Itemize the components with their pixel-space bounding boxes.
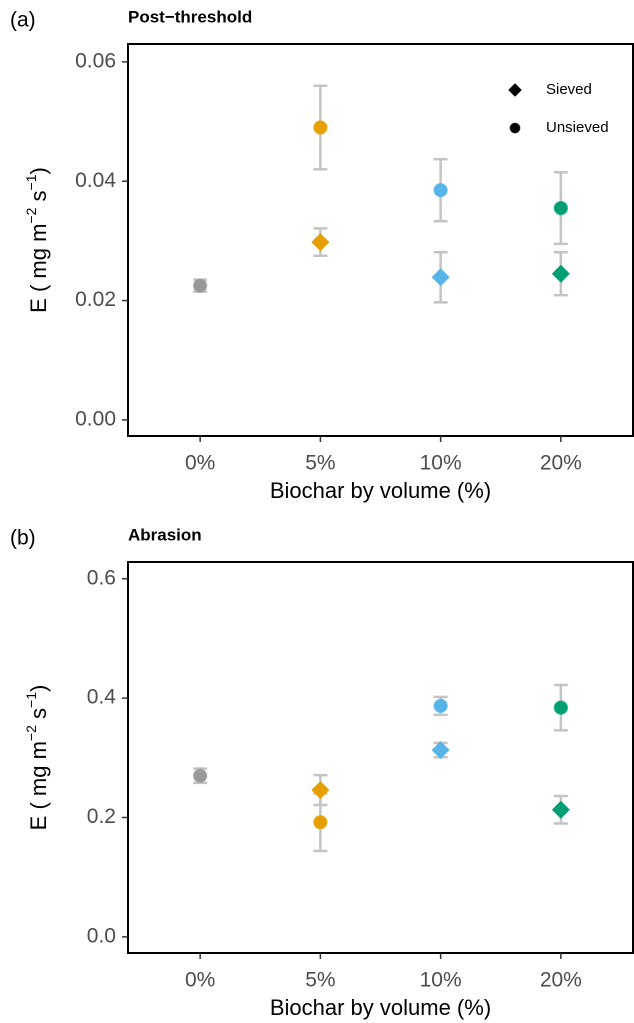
legend-label: Sieved [546, 81, 592, 98]
x-tick-label: 10% [420, 969, 462, 992]
y-tick-label: 0.4 [87, 686, 117, 709]
y-axis-label-part: E ( mg m [26, 224, 51, 313]
diamond-point [551, 800, 570, 819]
plot-frame [127, 561, 634, 954]
y-axis-label-part: s [26, 708, 51, 725]
y-tick-label: 0.0 [87, 924, 116, 947]
circle-point [313, 120, 328, 135]
legend-label: Unsieved [546, 119, 609, 136]
circle-point [553, 700, 569, 715]
x-tick-label: 20% [540, 969, 582, 992]
y-axis-label-part: E ( mg m [26, 741, 51, 830]
circle-point [433, 698, 448, 714]
y-axis-label-part: −1 [23, 174, 39, 190]
circle-point [192, 278, 208, 293]
x-tick-label: 5% [305, 452, 335, 475]
x-axis-label: Biochar by volume (%) [270, 995, 491, 1020]
circle-point [192, 768, 208, 783]
y-axis-label: E ( mg m−2 s−1) [23, 685, 51, 831]
diamond-point [431, 268, 450, 287]
diamond-point [311, 233, 330, 252]
diamond-point [508, 83, 522, 97]
panel-label: (b) [10, 527, 36, 550]
circle-point [433, 182, 448, 198]
panel-label: (a) [10, 9, 36, 32]
circle-point [313, 815, 328, 830]
circle-point [553, 200, 569, 216]
y-tick-label: 0.04 [75, 169, 116, 192]
chart-title: Abrasion [128, 525, 202, 544]
y-axis-label-part: s [26, 190, 51, 207]
x-tick-label: 5% [305, 969, 335, 992]
x-tick-label: 20% [540, 452, 582, 475]
y-tick-label: 0.02 [75, 288, 116, 311]
diamond-point [551, 264, 570, 283]
y-tick-label: 0.2 [87, 805, 116, 828]
x-axis-label: Biochar by volume (%) [270, 478, 491, 503]
diamond-point [311, 781, 330, 800]
y-tick-label: 0.6 [87, 566, 116, 589]
y-tick-label: 0.06 [75, 49, 116, 72]
y-axis-label-part: −2 [23, 725, 39, 741]
y-tick-label: 0.00 [75, 407, 116, 430]
diamond-point [431, 741, 450, 760]
y-axis-label: E ( mg m−2 s−1) [23, 167, 51, 313]
chart-title: Post−threshold [128, 7, 252, 26]
x-tick-label: 0% [185, 452, 215, 475]
y-axis-label-part: −1 [23, 692, 39, 708]
y-axis-label-part: ) [26, 685, 51, 692]
x-tick-label: 0% [185, 969, 215, 992]
x-tick-label: 10% [420, 452, 462, 475]
plot-frame [127, 43, 634, 437]
y-axis-label-part: −2 [23, 207, 39, 223]
circle-point [509, 122, 521, 134]
y-axis-label-part: ) [26, 167, 51, 174]
